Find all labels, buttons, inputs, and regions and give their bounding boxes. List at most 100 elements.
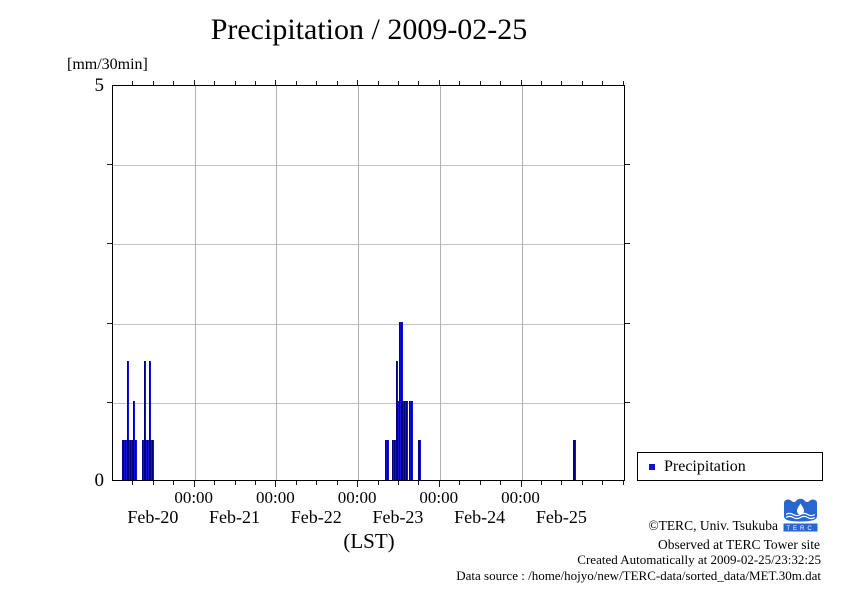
y-axis-tick-label-max: 5 [94,75,105,96]
x-axis-tick-top [214,81,216,85]
x-axis-tick-top [622,81,624,85]
x-axis-tick-top [418,81,420,85]
precip-bar [133,400,136,480]
precip-bar [409,400,412,480]
x-axis-tick-top [397,81,399,85]
x-axis-tick-top [438,80,440,85]
legend-label: Precipitation [664,457,746,475]
precip-bar [417,440,420,480]
precip-bar [385,440,388,480]
x-date-label: Feb-23 [372,507,424,527]
y-axis-tick-right [625,401,630,403]
precip-bar [143,361,146,480]
x-axis-title: (LST) [343,529,395,553]
x-date-label: Feb-21 [209,507,261,527]
gridline-vertical [358,86,360,480]
gridline-vertical [439,86,441,480]
x-axis-tick-top [377,81,379,85]
x-axis-tick-bottom [438,481,440,487]
precip-bar [123,440,126,480]
x-time-label: 00:00 [337,488,377,507]
x-axis-tick-top [520,80,522,85]
x-axis-tick-bottom [336,481,338,485]
terc-logo-icon: TERC [783,498,818,532]
precip-bar [124,440,127,480]
plot-grid-and-bars [113,86,624,480]
precip-bar [130,440,133,480]
x-axis-tick-top [173,81,175,85]
x-time-label: 00:00 [419,488,459,507]
x-axis-tick-top [132,81,134,85]
x-axis-tick-bottom [357,481,359,487]
x-axis-tick-top [234,81,236,85]
y-axis-tick [107,243,112,245]
x-axis-tick-bottom [214,481,216,485]
x-axis-tick-top [357,80,359,85]
y-axis-tick-right [625,322,630,324]
observed-site-text: Observed at TERC Tower site [657,537,820,552]
x-axis-tick-bottom [622,481,624,485]
x-axis-tick-bottom [316,481,318,485]
legend-box: Precipitation [637,452,823,481]
precip-bar [135,440,138,480]
x-axis-tick-bottom [193,481,195,487]
precip-bar [147,440,150,480]
x-axis-tick-top [459,81,461,85]
precip-bar [398,321,401,480]
x-axis-tick-top [500,81,502,85]
data-source-text: Data source : /home/hojyo/new/TERC-data/… [456,568,821,583]
copyright-text: ©TERC, Univ. Tsukuba [648,518,778,533]
x-axis-tick-top [336,81,338,85]
plot-area [112,85,625,481]
created-timestamp-text: Created Automatically at 2009-02-25/23:3… [577,552,821,567]
x-axis-tick-top [561,81,563,85]
precip-bar [392,440,395,480]
x-axis-tick-top [479,81,481,85]
x-axis-tick-bottom [459,481,461,485]
x-axis-tick-top [295,81,297,85]
y-axis-tick-right [625,164,630,166]
gridline-horizontal [113,323,624,325]
precip-bar [152,440,155,480]
x-axis-tick-bottom [500,481,502,485]
x-date-label: Feb-25 [535,507,587,527]
x-time-label: 00:00 [256,488,295,507]
x-axis-tick-top [316,81,318,85]
x-axis-tick-bottom [540,481,542,485]
precip-bar [419,440,422,480]
precip-bar [126,361,129,480]
x-date-label: Feb-24 [454,507,506,527]
y-axis-tick [107,322,112,324]
x-axis-tick-bottom [132,481,134,485]
x-axis-tick-bottom [418,481,420,485]
precip-bar [128,440,131,480]
x-axis-tick-bottom [234,481,236,485]
y-axis-tick [107,164,112,166]
precip-bar [400,321,403,480]
x-time-label: 00:00 [174,488,214,507]
precip-bar [141,440,144,480]
x-axis-tick-bottom [275,481,277,487]
precip-bar [148,361,151,480]
x-axis-tick-bottom [152,481,154,485]
y-axis-tick-right [625,243,630,245]
gridline-horizontal [113,165,624,167]
precip-bar [574,440,577,480]
x-axis-tick-top [540,81,542,85]
x-date-label: Feb-20 [127,507,179,527]
precip-bar [393,440,396,480]
precip-bar [387,440,390,480]
svg-text:TERC: TERC [786,526,814,532]
x-time-label: 00:00 [501,488,540,507]
x-axis-tick-top [193,80,195,85]
x-axis-tick-top [152,81,154,85]
precip-bar [150,440,153,480]
gridline-horizontal [113,244,624,246]
x-axis-tick-bottom [581,481,583,485]
x-axis-tick-top [602,81,604,85]
precip-bar [405,400,408,480]
x-axis-tick-bottom [397,481,399,485]
gridline-vertical [194,86,196,480]
gridline-horizontal [113,402,624,404]
x-axis-tick-bottom [602,481,604,485]
